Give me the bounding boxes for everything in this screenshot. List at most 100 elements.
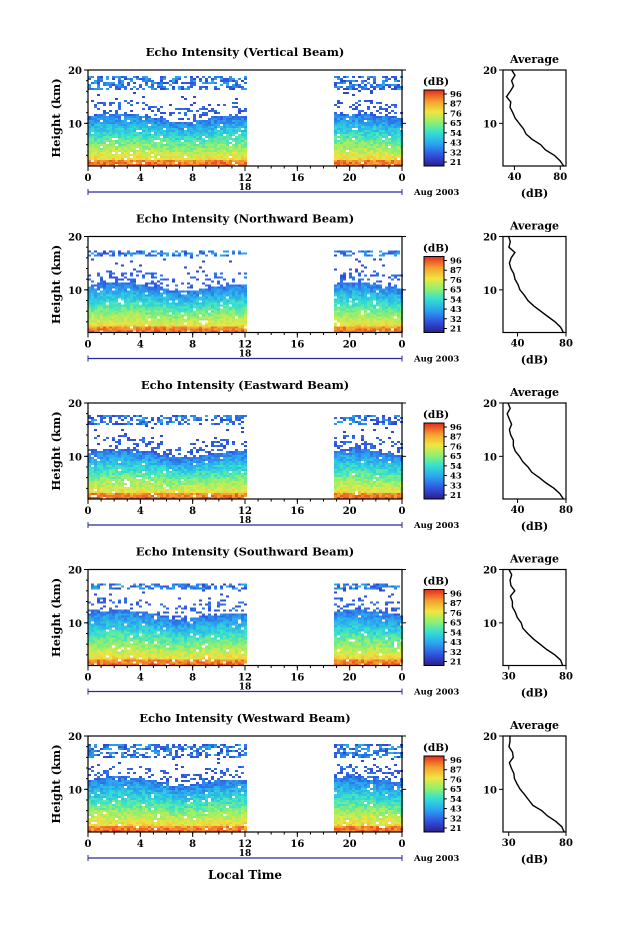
heatmap-cells [88,583,403,666]
colorbar-tick-label: 65 [450,286,462,296]
y-tick-label: 10 [68,785,82,796]
average-x-label: (dB) [521,853,548,866]
average-frame [502,735,567,833]
panel-title: Echo Intensity (Northward Beam) [136,212,354,226]
panel-2: Echo Intensity (Northward Beam) 10 20 Heigh… [49,212,573,367]
colorbar-tick-label: 76 [450,109,462,119]
average-x-label: (dB) [521,687,548,700]
colorbar-tick-label: 96 [450,257,462,267]
colorbar-tick-label: 76 [450,442,462,452]
colorbar-tick-label: 96 [450,756,462,766]
x-tick-label: 0 [399,839,406,850]
y-tick-label: 20 [68,66,82,77]
x-tick-label: 20 [343,173,357,184]
y-tick-label: 20 [68,399,82,410]
colorbar-tick-label: 96 [450,590,462,600]
x-tick-label: 16 [290,673,304,684]
average-title: Average [509,220,559,233]
x-tick-label: 12 [238,173,252,184]
y-tick-label: 20 [68,233,82,244]
y-tick-label: 10 [68,452,82,463]
average-y-tick-label: 10 [483,119,497,130]
average-profile-line [507,236,565,333]
x-tick-label: 20 [343,673,357,684]
average-y-tick-label: 10 [483,619,497,630]
average-y-tick-label: 10 [483,286,497,297]
average-frame [502,235,567,334]
y-axis-label: Height (km) [49,744,63,823]
colorbar-tick-label: 76 [450,609,462,619]
colorbar-unit: (dB) [423,742,449,754]
average-x-tick-label: 40 [511,505,525,516]
colorbar [423,589,445,666]
x-tick-label: 12 [238,673,252,684]
x-tick-label: 4 [137,673,144,684]
heatmap-cells [88,76,403,166]
average-x-label: (dB) [521,520,548,533]
average-y-tick-label: 10 [483,785,497,796]
heatmap-cells [88,250,403,333]
colorbar [423,89,445,167]
panel-title: Echo Intensity (Vertical Beam) [146,45,345,59]
panel-4: Echo Intensity (Southward Beam) 10 20 Heigh… [49,545,573,700]
x-tick-label: 20 [343,506,357,517]
colorbar-tick-label: 21 [450,491,462,501]
x-tick-label: 4 [137,506,144,517]
average-x-label: (dB) [521,354,548,367]
colorbar-tick-label: 32 [450,814,462,824]
average-y-tick-label: 20 [483,66,497,77]
colorbar-tick-label: 32 [450,148,462,158]
colorbar-tick-label: 65 [450,452,462,462]
heatmap-cells [88,415,403,499]
colorbar-tick-label: 43 [450,638,462,648]
y-axis-label: Height (km) [49,578,63,657]
x-tick-label: 4 [137,173,144,184]
average-frame [502,568,567,667]
colorbar-tick-label: 32 [450,648,462,658]
date-label: Aug 2003 [413,188,459,198]
colorbar-tick-label: 65 [450,119,462,129]
average-x-tick-label: 80 [559,505,573,516]
colorbar-tick-label: 76 [450,276,462,286]
y-tick-label: 10 [68,286,82,297]
average-profile-line [508,569,564,666]
colorbar-tick-label: 54 [450,295,462,305]
colorbar-unit: (dB) [423,409,449,421]
x-tick-label: 0 [85,673,92,684]
colorbar-tick-label: 65 [450,785,462,795]
x-tick-label: 0 [85,173,92,184]
average-y-tick-label: 10 [483,452,497,463]
x-tick-label: 20 [343,839,357,850]
y-axis-label: Height (km) [49,411,63,490]
x-tick-label: 0 [85,506,92,517]
day-label: 18 [239,683,252,693]
colorbar-tick-label: 33 [450,481,462,491]
x-tick-label: 16 [290,506,304,517]
average-y-tick-label: 20 [483,233,497,244]
x-tick-label: 0 [399,173,406,184]
y-tick-label: 10 [68,119,82,130]
colorbar-tick-label: 21 [450,824,462,834]
x-tick-label: 8 [189,340,196,351]
panel-title: Echo Intensity (Southward Beam) [136,545,354,559]
x-tick-label: 8 [189,506,196,517]
average-x-tick-label: 30 [502,672,516,683]
colorbar-tick-label: 21 [450,158,462,168]
colorbar-tick-label: 43 [450,305,462,315]
panel-3: Echo Intensity (Eastward Beam) 10 20 Height… [49,378,573,533]
panel-5: Echo Intensity (Westward Beam) 10 20 Height… [49,711,573,866]
colorbar-tick-label: 54 [450,129,462,139]
panel-title: Echo Intensity (Eastward Beam) [141,378,349,392]
panel-1: Echo Intensity (Vertical Beam) 10 20 Height… [49,45,567,200]
colorbar-tick-label: 87 [450,100,462,110]
average-x-tick-label: 40 [507,172,521,183]
colorbar [423,422,445,500]
day-label: 18 [239,849,252,859]
average-y-tick-label: 20 [483,732,497,743]
y-axis-label: Height (km) [49,245,63,324]
colorbar-tick-label: 54 [450,795,462,805]
average-y-tick-label: 20 [483,399,497,410]
y-tick-label: 20 [68,732,82,743]
colorbar-unit: (dB) [423,76,449,88]
